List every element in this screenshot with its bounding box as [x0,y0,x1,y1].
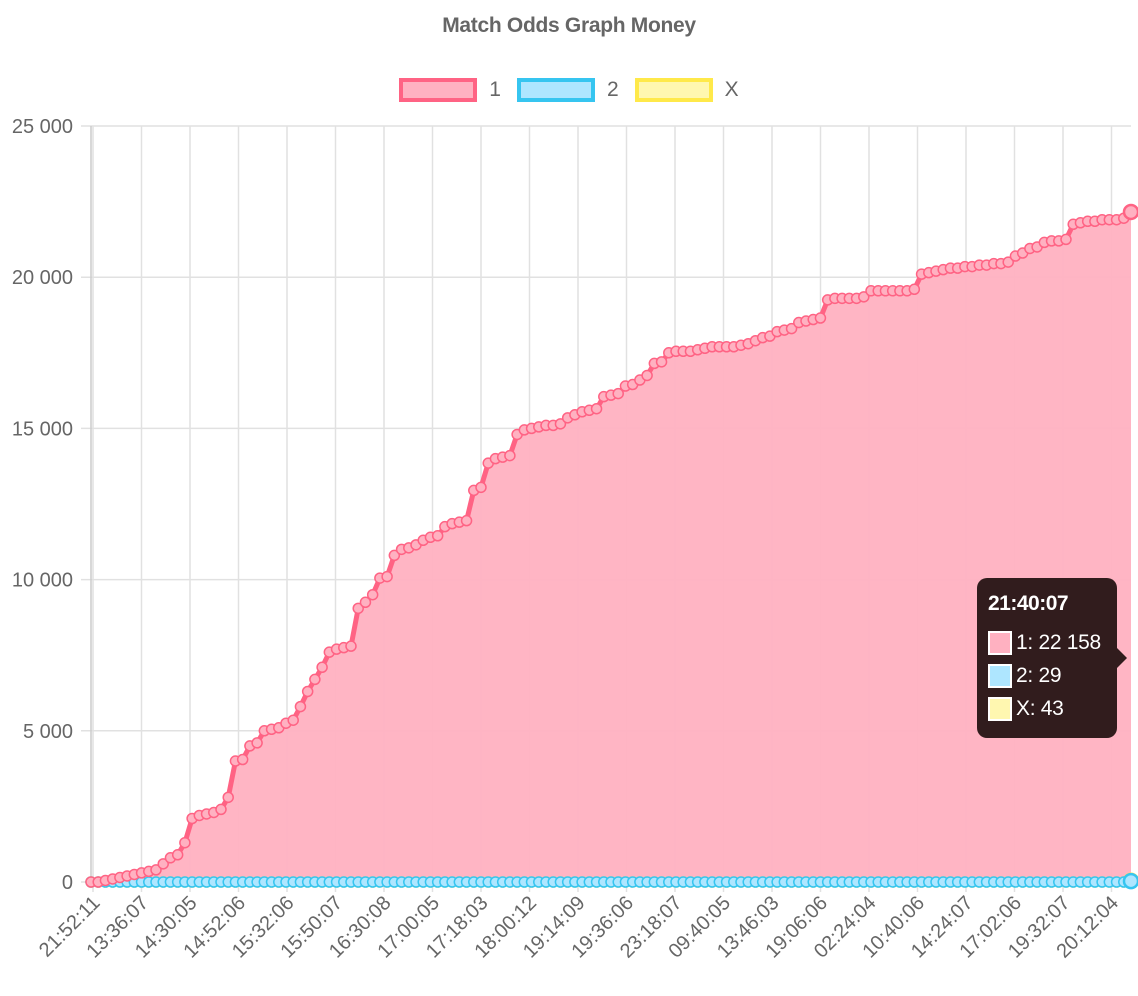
y-tick-label: 25 000 [12,116,73,138]
series-1-point[interactable] [814,312,827,324]
series-1-point[interactable] [1002,256,1014,268]
legend-item-1[interactable]: 1 [399,78,501,102]
y-tick-label: 5 000 [23,721,73,743]
tooltip-value-x: X: 43 [1016,696,1064,720]
series-1-point[interactable] [222,791,234,804]
legend-label-x: X [724,78,739,101]
tooltip-row-1: 1: 22 158 [988,626,1106,659]
series-1-point[interactable] [150,864,162,876]
series-1-point[interactable] [359,596,372,609]
series-1-point[interactable] [316,661,328,674]
series-1-point[interactable] [460,514,473,527]
series-1-point[interactable] [345,640,357,652]
series-1-point[interactable] [1060,233,1072,246]
y-tick-label: 20 000 [12,267,73,289]
y-tick-label: 15 000 [12,418,73,440]
y-tick-label: 0 [62,872,73,894]
tooltip-swatch-x [988,696,1012,721]
series-1-point[interactable] [388,549,401,562]
series-1-point[interactable] [171,849,184,861]
series-1-point[interactable] [251,737,263,749]
legend: 1 2 X [0,78,1138,102]
legend-swatch-1 [399,78,478,102]
tooltip-value-2: 2: 29 [1016,663,1062,687]
legend-label-2: 2 [606,78,619,101]
legend-swatch-2 [516,78,595,102]
tooltip: 21:40:07 1: 22 158 2: 29 X: 43 [977,578,1127,738]
x-axis: 21:52:1113:36:0714:30:0514:52:0615:32:06… [35,892,1123,963]
series-1-point[interactable] [236,753,249,766]
series-1-point[interactable] [431,530,444,542]
y-tick-label: 10 000 [12,570,73,592]
series-1-point[interactable] [352,602,364,615]
y-axis: 25 000 20 000 15 000 10 000 5 000 0 [12,116,73,894]
series-1-point[interactable] [1122,203,1138,221]
tooltip-row-x: X: 43 [988,692,1106,725]
legend-label-1: 1 [489,78,501,101]
series-1-point[interactable] [858,291,870,303]
series-1-point[interactable] [554,418,567,430]
series-2-point[interactable] [1122,872,1138,890]
series-1-point[interactable] [590,402,603,415]
series-1-point[interactable] [381,570,393,583]
tooltip-row-2: 2: 29 [988,659,1106,692]
chart-title: Match Odds Graph Money [442,14,696,37]
legend-item-x[interactable]: X [634,78,739,102]
series-1-point[interactable] [179,836,191,849]
series-1-point[interactable] [294,700,307,713]
tooltip-title: 21:40:07 [988,592,1069,615]
series-1-point[interactable] [309,673,321,686]
tooltip-swatch-1 [988,630,1012,655]
tooltip-swatch-2 [988,663,1012,688]
legend-item-2[interactable]: 2 [516,78,619,102]
series-1-point[interactable] [215,803,227,816]
series-1-point[interactable] [287,714,299,726]
series-1-point[interactable] [908,283,921,296]
legend-swatch-x [634,78,713,102]
series-points [85,203,1138,890]
series-1-point[interactable] [504,449,516,462]
series-areas [91,210,1133,885]
series-1-point[interactable] [785,322,798,335]
series-1-point[interactable] [366,588,379,601]
tooltip-value-1: 1: 22 158 [1016,630,1101,654]
series-1-point[interactable] [612,387,624,400]
series-1-point[interactable] [475,481,487,494]
series-1-point[interactable] [301,685,314,698]
series-1-area [91,211,1131,882]
series-1-point[interactable] [641,369,653,382]
series-1-point[interactable] [157,858,169,870]
series-1-point[interactable] [655,356,668,368]
